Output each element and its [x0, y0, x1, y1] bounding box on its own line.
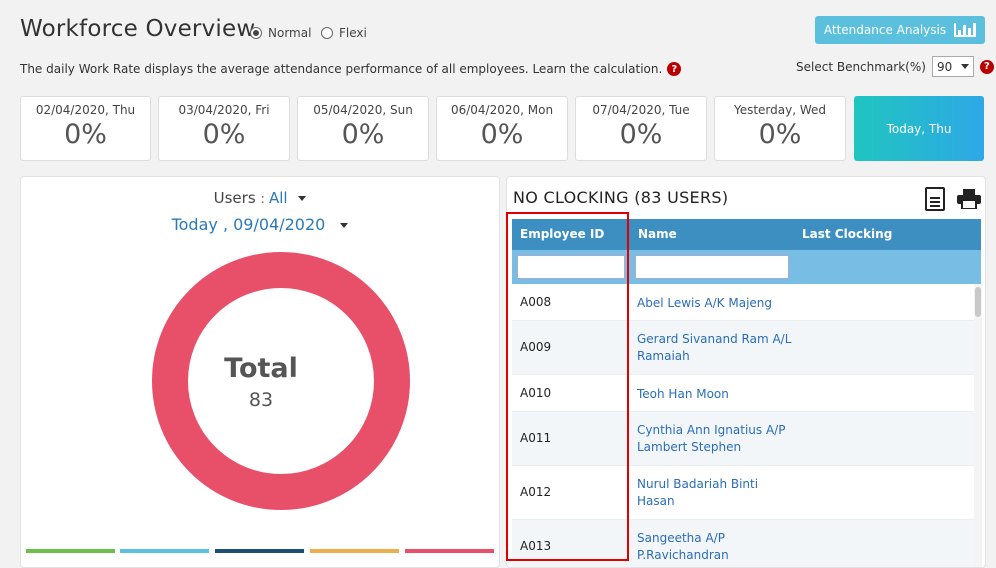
day-card-date: Yesterday, Wed	[733, 103, 827, 117]
bar-chart-icon	[954, 23, 977, 37]
column-last-clocking[interactable]: Last Clocking	[802, 227, 893, 241]
chevron-down-icon	[340, 223, 349, 228]
employee-name-link[interactable]: Abel Lewis A/K Majeng	[637, 296, 773, 310]
table-row[interactable]: A011 Cynthia Ann Ignatius A/P Lambert St…	[512, 412, 974, 466]
day-card-date: 07/04/2020, Tue	[592, 103, 690, 117]
employee-id: A009	[520, 340, 552, 354]
description-text: The daily Work Rate displays the average…	[20, 62, 663, 76]
radio-flexi-label: Flexi	[339, 26, 367, 40]
employee-name-link[interactable]: Sangeetha A/P P.Ravichandran	[637, 531, 729, 562]
employee-name-link[interactable]: Teoh Han Moon	[637, 387, 729, 401]
radio-selected-icon	[250, 27, 262, 39]
help-icon[interactable]: ?	[979, 59, 994, 74]
table-row[interactable]: A012 Nurul Badariah Binti Hasan	[512, 466, 974, 520]
summary-panel: Users : All Today , 09/04/2020 Total 83	[20, 176, 500, 568]
donut-ring	[152, 252, 410, 510]
day-card-date: 02/04/2020, Thu	[35, 103, 136, 117]
day-card-date: 06/04/2020, Mon	[450, 103, 554, 117]
radio-normal-label: Normal	[268, 26, 312, 40]
day-card-date: 05/04/2020, Sun	[313, 103, 413, 117]
table-row[interactable]: A008 Abel Lewis A/K Majeng	[512, 284, 974, 321]
donut-total-label: Total	[224, 353, 298, 384]
column-employee-id[interactable]: Employee ID	[520, 227, 605, 241]
employee-name-link[interactable]: Gerard Sivanand Ram A/L Ramaiah	[637, 332, 792, 363]
status-bar	[405, 549, 494, 553]
highlight-box	[506, 212, 629, 561]
day-card-percent: 0%	[202, 119, 246, 150]
status-bar	[120, 549, 209, 553]
day-card-today[interactable]: Today, Thu	[854, 96, 984, 161]
chevron-down-icon	[960, 64, 969, 69]
day-card[interactable]: 05/04/2020, Sun 0%	[297, 96, 429, 161]
radio-unselected-icon	[321, 27, 333, 39]
scrollbar-thumb[interactable]	[975, 287, 981, 317]
day-card[interactable]: Yesterday, Wed 0%	[714, 96, 846, 161]
day-card-percent: 0%	[341, 119, 385, 150]
no-clocking-panel: NO CLOCKING (83 USERS) Employee ID Name …	[506, 176, 986, 568]
day-card-percent: 0%	[619, 119, 663, 150]
table-row[interactable]: A009 Gerard Sivanand Ram A/L Ramaiah	[512, 321, 974, 375]
employee-id-filter-input[interactable]	[517, 255, 625, 279]
day-card-percent: 0%	[758, 119, 802, 150]
employee-list: A008 Abel Lewis A/K Majeng A009 Gerard S…	[512, 284, 974, 567]
benchmark-select[interactable]: 90	[931, 56, 974, 77]
benchmark-label: Select Benchmark(%)	[796, 59, 926, 74]
employee-id: A008	[520, 295, 552, 309]
column-name[interactable]: Name	[638, 227, 677, 241]
day-card[interactable]: 07/04/2020, Tue 0%	[575, 96, 707, 161]
employee-id: A010	[520, 386, 552, 400]
scrollbar[interactable]	[974, 284, 982, 567]
users-filter[interactable]: Users : All	[21, 189, 499, 207]
status-bar	[26, 549, 115, 553]
day-card[interactable]: 06/04/2020, Mon 0%	[436, 96, 568, 161]
employee-id: A013	[520, 539, 552, 553]
document-export-icon[interactable]	[925, 187, 945, 211]
chevron-down-icon	[298, 196, 307, 201]
radio-normal[interactable]: Normal	[250, 26, 311, 40]
users-filter-value: All	[268, 189, 288, 207]
attendance-analysis-button[interactable]: Attendance Analysis	[815, 16, 985, 44]
radio-flexi[interactable]: Flexi	[321, 26, 367, 40]
employee-name-link[interactable]: Nurul Badariah Binti Hasan	[637, 477, 759, 508]
day-card-percent: 0%	[480, 119, 524, 150]
day-card-percent: 0%	[64, 119, 107, 150]
filter-row	[512, 250, 981, 284]
attendance-analysis-label: Attendance Analysis	[823, 23, 947, 37]
status-bar	[310, 549, 399, 553]
description: The daily Work Rate displays the average…	[20, 62, 682, 76]
no-clocking-title: NO CLOCKING (83 USERS)	[513, 188, 729, 207]
employee-name-link[interactable]: Cynthia Ann Ignatius A/P Lambert Stephen	[637, 423, 786, 454]
date-filter-value: Today , 09/04/2020	[171, 215, 326, 234]
date-filter[interactable]: Today , 09/04/2020	[21, 215, 499, 234]
table-row[interactable]: A010 Teoh Han Moon	[512, 375, 974, 412]
day-card[interactable]: 02/04/2020, Thu 0%	[20, 96, 151, 161]
donut-total-value: 83	[248, 389, 274, 411]
total-donut-chart	[152, 252, 410, 510]
day-card[interactable]: 03/04/2020, Fri 0%	[158, 96, 290, 161]
employee-id: A012	[520, 485, 552, 499]
status-bar	[215, 549, 304, 553]
benchmark-value: 90	[936, 59, 953, 74]
help-icon[interactable]: ?	[667, 62, 682, 76]
printer-icon[interactable]	[957, 189, 981, 209]
table-header: Employee ID Name Last Clocking	[512, 219, 981, 250]
users-label: Users	[213, 189, 256, 207]
name-filter-input[interactable]	[635, 255, 789, 279]
day-card-date: Today, Thu	[886, 121, 952, 136]
page-title: Workforce Overview	[20, 16, 256, 42]
day-card-date: 03/04/2020, Fri	[178, 103, 270, 117]
employee-id: A011	[520, 431, 552, 445]
benchmark-selector: Select Benchmark(%) 90 ?	[796, 56, 994, 77]
